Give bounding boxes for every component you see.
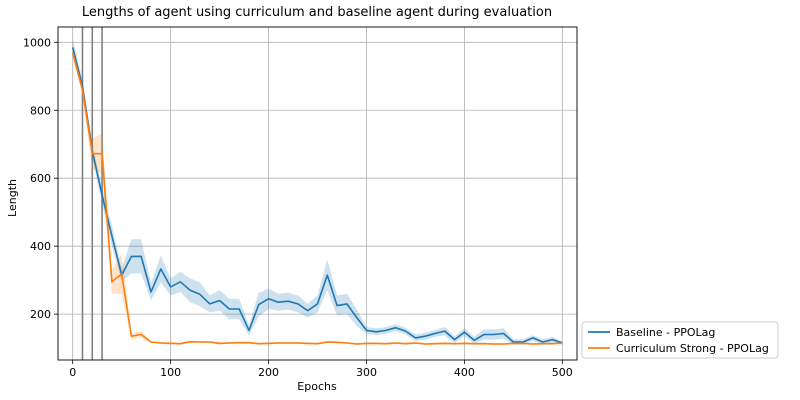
x-tick-label: 0 <box>69 366 76 379</box>
x-axis-label: Epochs <box>297 380 337 393</box>
axes-frame <box>57 26 578 361</box>
x-tick-label: 500 <box>552 366 573 379</box>
y-tick-label: 400 <box>30 240 51 253</box>
chart-title: Lengths of agent using curriculum and ba… <box>82 5 552 20</box>
legend: Baseline - PPOLag Curriculum Strong - PPO… <box>581 321 779 359</box>
plot-area: 0 100 200 300 400 500 200 400 600 800 1000 <box>23 26 578 379</box>
series-line-1 <box>71 47 563 344</box>
y-tick-label: 800 <box>30 104 51 117</box>
y-tick-label: 200 <box>30 308 51 321</box>
x-tick-label: 400 <box>454 366 475 379</box>
x-tick-label: 100 <box>160 366 181 379</box>
x-tick-label: 200 <box>258 366 279 379</box>
x-tick-label: 300 <box>356 366 377 379</box>
legend-label-series-1: Baseline - PPOLag <box>616 326 715 339</box>
y-tick-label: 600 <box>30 172 51 185</box>
legend-box <box>581 321 779 359</box>
y-axis-label: Length <box>6 179 19 217</box>
y-tick-label: 1000 <box>23 36 51 49</box>
legend-label-series-2: Curriculum Strong - PPOLag <box>616 342 769 355</box>
series-line-2 <box>71 52 563 345</box>
